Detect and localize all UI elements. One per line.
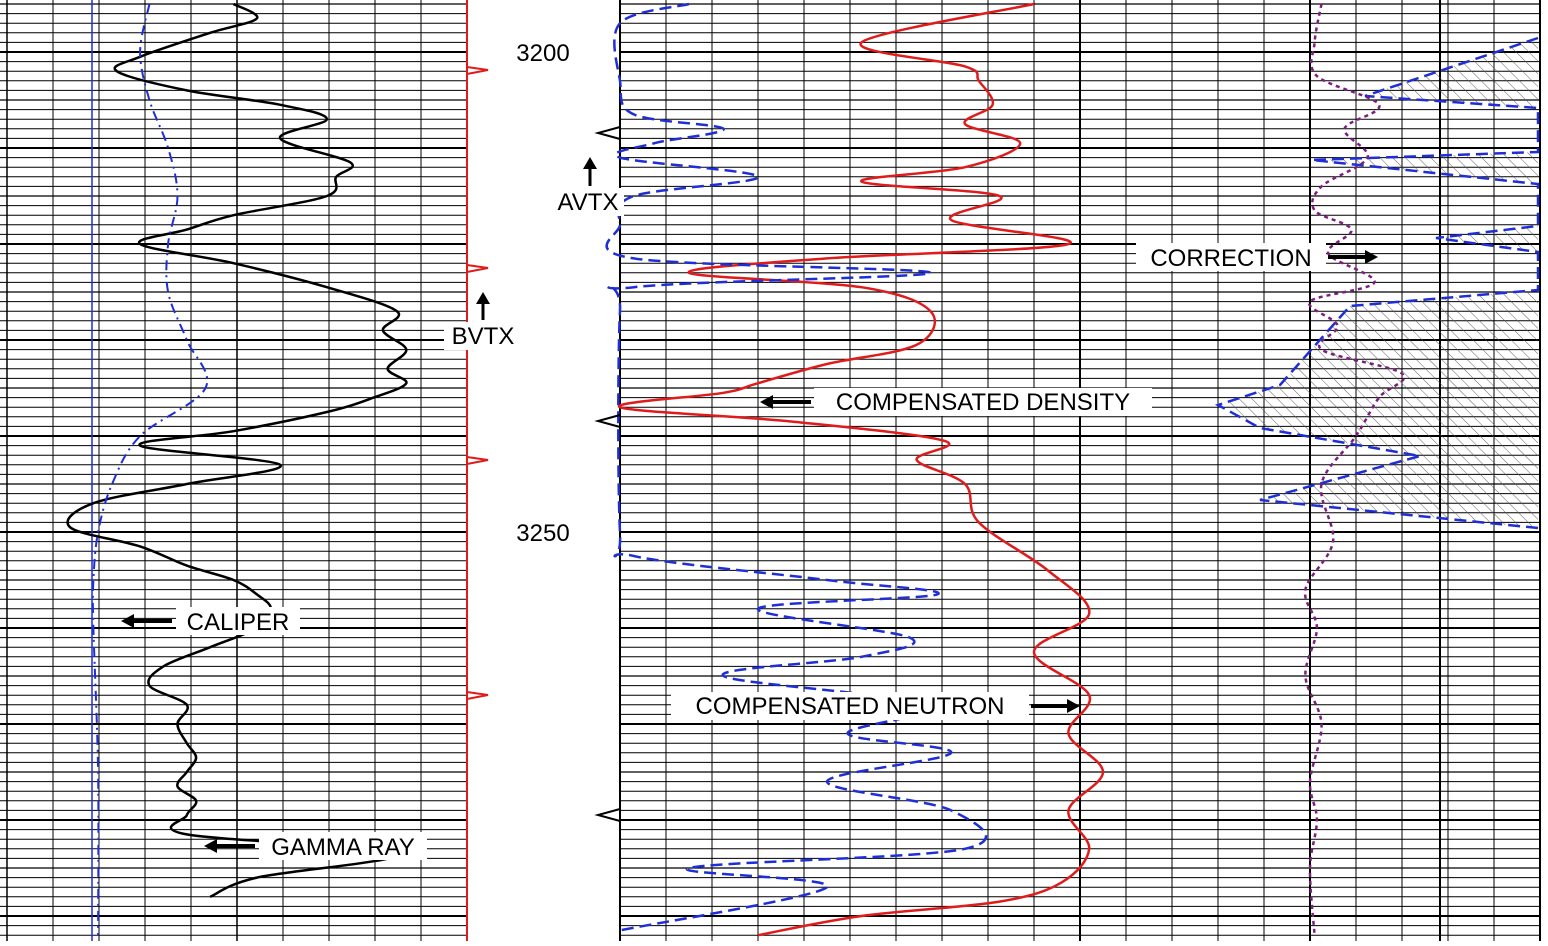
arrow-up-icon: [583, 157, 597, 186]
depth-label-3250: 3250: [516, 520, 569, 547]
annotation-neutron-text: COMPENSATED NEUTRON: [696, 693, 1005, 720]
arrow-left-icon: [760, 395, 811, 409]
arrow-right-icon: [1031, 699, 1080, 713]
annotation-caliper-text: CALIPER: [187, 609, 290, 636]
annotation-bvtx: BVTX: [444, 292, 522, 350]
annotation-gamma-ray: GAMMA RAY: [204, 832, 427, 861]
arrow-left-icon: [204, 839, 255, 853]
compensated-neutron-curve: [605, 2, 988, 932]
arrow-up-icon: [476, 292, 490, 320]
annotation-caliper: CALIPER: [121, 607, 300, 636]
annotation-avtx: AVTX: [550, 157, 624, 216]
arrow-right-icon: [1328, 250, 1378, 264]
annotation-bvtx-text: BVTX: [452, 323, 515, 350]
gamma-ray-curve: [66, 2, 408, 898]
hatched-area: [1218, 38, 1538, 528]
caliper-curve: [91, 3, 209, 936]
depth-label-3200: 3200: [516, 40, 569, 67]
tension-marker: [466, 66, 489, 75]
log-curves: [66, 2, 1406, 937]
compensated-density-curve: [617, 2, 1105, 937]
annotation-neutron: COMPENSATED NEUTRON: [671, 692, 1080, 720]
tension-marker: [466, 264, 489, 273]
tension-marker: [594, 808, 621, 822]
tension-marker: [594, 414, 621, 428]
tension-markers: [466, 66, 621, 822]
annotation-correction-text: CORRECTION: [1150, 245, 1311, 272]
correction-neutron-edge: [1214, 36, 1540, 530]
tension-marker: [594, 126, 621, 140]
hatched-fill: [1214, 36, 1540, 530]
arrow-left-icon: [121, 614, 172, 628]
annotation-gamma-ray-text: GAMMA RAY: [271, 834, 415, 861]
annotation-density-text: COMPENSATED DENSITY: [836, 389, 1130, 416]
tension-marker: [466, 691, 489, 700]
annotation-avtx-text: AVTX: [558, 189, 619, 216]
annotation-density: COMPENSATED DENSITY: [760, 388, 1152, 416]
annotation-correction: CORRECTION: [1136, 243, 1378, 272]
tension-marker: [466, 456, 489, 465]
